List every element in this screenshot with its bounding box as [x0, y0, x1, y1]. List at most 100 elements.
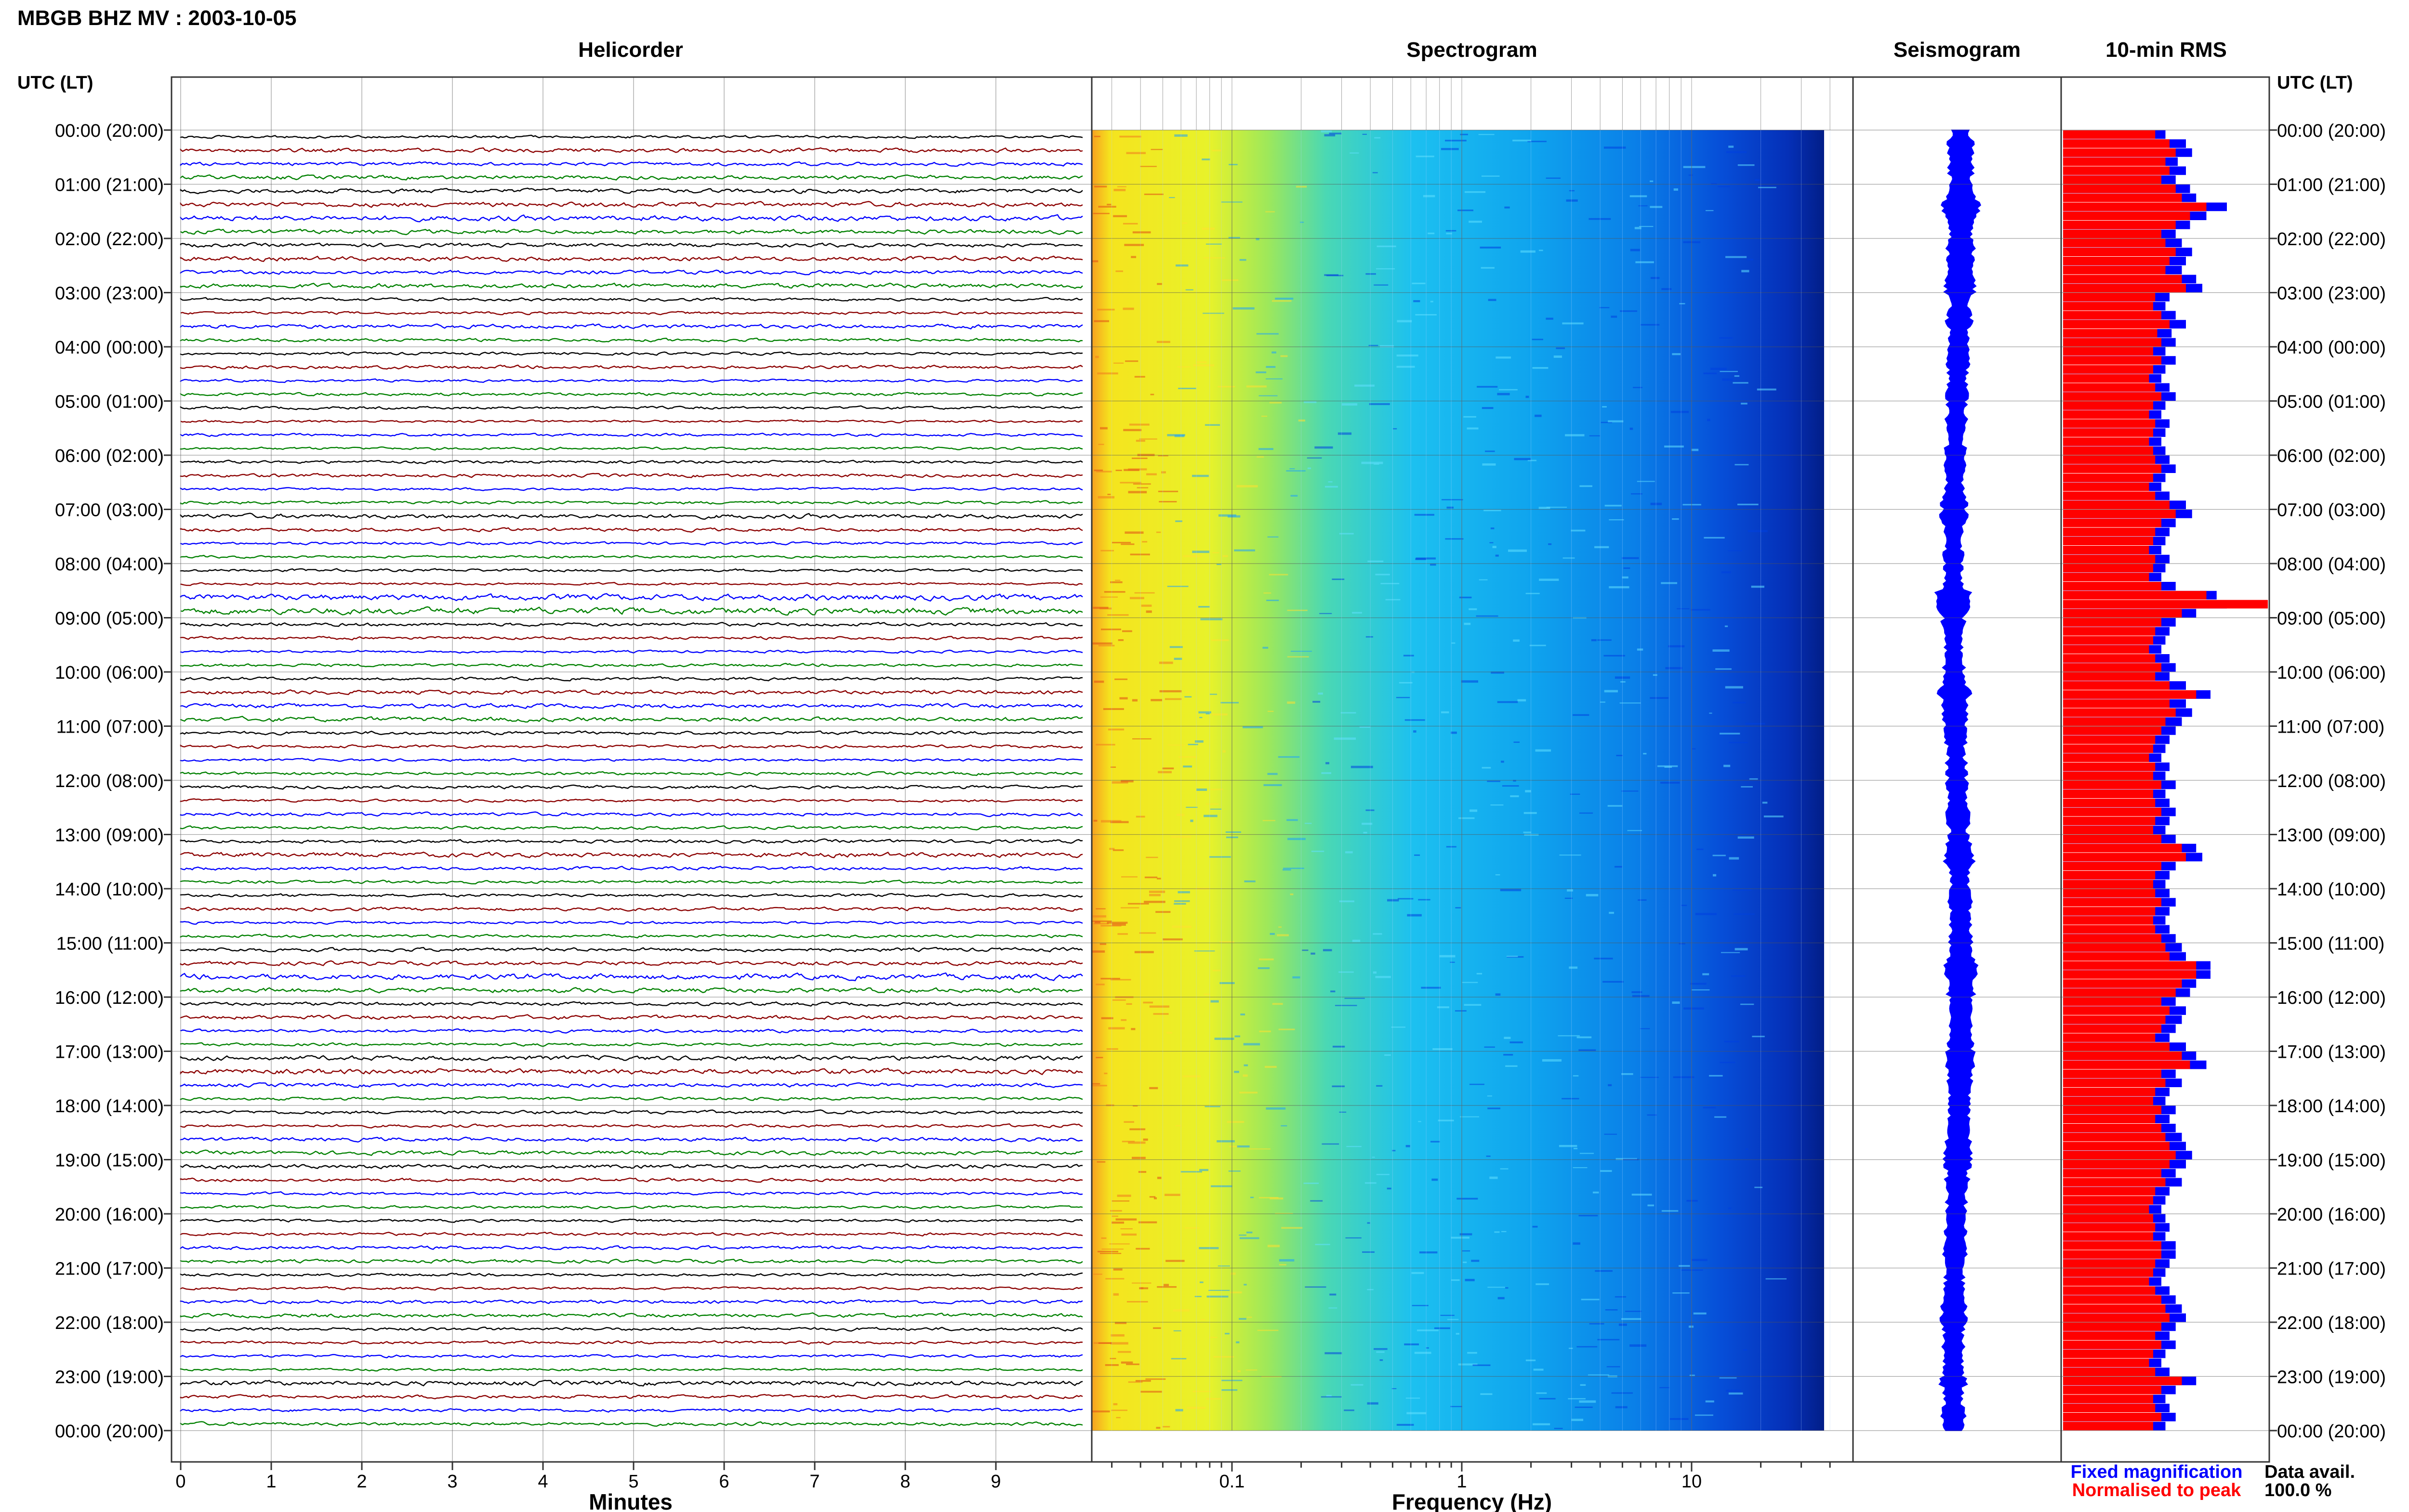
rms-bar-normalised	[2063, 284, 2186, 292]
spectrogram-streak	[1282, 869, 1291, 871]
spectrogram-streak	[1722, 378, 1734, 381]
rms-bar-normalised	[2063, 157, 2166, 166]
helicorder-trace	[180, 513, 1083, 520]
spectrogram-streak	[1413, 730, 1416, 733]
helicorder-trace	[180, 1205, 1083, 1210]
spectrogram-streak	[1208, 1289, 1230, 1291]
spectrogram-streak	[1672, 1292, 1690, 1294]
spectrogram-streak	[1641, 324, 1660, 326]
spectrogram-streak	[1553, 355, 1562, 358]
spectrogram-streak	[1691, 448, 1699, 451]
spectrogram-streak	[1554, 1428, 1563, 1429]
spectrogram-streak	[1374, 1348, 1388, 1350]
helicorder-trace	[180, 1082, 1083, 1088]
rms-bar-normalised	[2063, 780, 2161, 789]
spectrogram-streak	[1609, 586, 1629, 589]
spectrogram-streak	[1579, 812, 1593, 814]
spectrogram-streak	[1503, 1054, 1513, 1056]
minute-tick-label: 9	[991, 1472, 1001, 1492]
spectrogram-streak	[1171, 835, 1191, 838]
spectrogram-streak	[1158, 455, 1168, 457]
spectrogram-streak	[1281, 1125, 1287, 1127]
spectrogram-streak	[1513, 639, 1520, 642]
spectrogram-streak	[1350, 152, 1359, 154]
spectrogram-streak	[1228, 515, 1241, 518]
spectrogram-streak	[1246, 385, 1267, 388]
spectrogram-streak	[1164, 1284, 1169, 1287]
rms-bar-normalised	[2063, 518, 2161, 527]
spectrogram-streak	[1668, 645, 1685, 647]
spectrogram-streak	[1359, 726, 1371, 728]
rms-bar-normalised	[2063, 410, 2149, 419]
spectrogram-streak	[1120, 1228, 1133, 1230]
spectrogram-streak	[1204, 1106, 1220, 1107]
spectrogram-streak	[1631, 493, 1642, 495]
spectrogram-streak	[1093, 212, 1110, 214]
rms-frame	[2060, 76, 2270, 1463]
spectrogram-streak	[1095, 355, 1099, 358]
spectrogram-streak	[1311, 851, 1324, 852]
spectrogram-streak	[1363, 831, 1367, 834]
spectrogram-streak	[1721, 571, 1731, 574]
spectrogram-streak	[1201, 1319, 1205, 1321]
helicorder-trace	[180, 392, 1083, 396]
helicorder-trace	[180, 1054, 1083, 1062]
spectrogram-streak	[1134, 376, 1145, 378]
spectrogram-streak	[1119, 697, 1128, 700]
spectrogram-streak	[1278, 926, 1282, 928]
spectrogram-streak	[1690, 983, 1707, 985]
spectrogram-streak	[1634, 227, 1641, 229]
spectrogram-streak	[1575, 1407, 1593, 1408]
spectrogram-streak	[1178, 387, 1196, 389]
spectrogram-streak	[1532, 1225, 1538, 1228]
spectrogram-streak	[1310, 1200, 1323, 1202]
spectrogram-streak	[1140, 1391, 1162, 1393]
rms-bar-normalised	[2063, 1223, 2156, 1232]
spectrogram-streak	[1204, 424, 1220, 426]
freq-tick-label: 10	[1681, 1472, 1702, 1492]
rms-bar-normalised	[2063, 446, 2153, 455]
spectrogram-streak	[1418, 1121, 1421, 1122]
spectrogram-streak	[1332, 579, 1345, 580]
helicorder-trace	[180, 378, 1083, 383]
spectrogram-streak	[1110, 1342, 1128, 1345]
spectrogram-streak	[1450, 961, 1455, 963]
spectrogram-streak	[1239, 259, 1246, 261]
spectrogram-streak	[1467, 1352, 1477, 1354]
spectrogram-streak	[1506, 956, 1518, 957]
spectrogram-streak	[1456, 1333, 1459, 1335]
spectrogram-streak	[1391, 1026, 1406, 1028]
spectrogram-streak	[1166, 1032, 1173, 1034]
spectrogram-streak	[1324, 134, 1336, 137]
spectrogram-streak	[1384, 1054, 1391, 1056]
rms-bar-normalised	[2063, 997, 2161, 1006]
helicorder-trace	[180, 798, 1083, 803]
spectrogram-streak	[1573, 714, 1589, 716]
spectrogram-streak	[1691, 989, 1710, 991]
spectrogram-streak	[1278, 1028, 1295, 1030]
spectrogram-streak	[1734, 375, 1740, 377]
spectrogram-streak	[1396, 355, 1418, 357]
rms-bar-normalised	[2063, 1069, 2161, 1078]
spectrogram-streak	[1414, 513, 1435, 516]
rms-bar-normalised	[2063, 1151, 2176, 1159]
rms-bar-normalised	[2063, 916, 2153, 925]
spectrogram-streak	[1627, 830, 1642, 831]
rms-bar-normalised	[2063, 645, 2149, 654]
spectrogram-streak	[1096, 744, 1115, 746]
spectrogram-streak	[1765, 1278, 1787, 1280]
helicorder-trace	[180, 1191, 1083, 1196]
spectrogram-streak	[1190, 819, 1193, 822]
rms-bar-normalised	[2063, 1295, 2161, 1304]
spectrogram-streak	[1692, 748, 1696, 749]
spectrogram-streak	[1620, 681, 1626, 683]
spectrogram-streak	[1121, 543, 1135, 545]
spectrogram-streak	[1741, 270, 1749, 273]
rms-bar-normalised	[2063, 1358, 2149, 1367]
spectrogram-streak	[1495, 993, 1501, 996]
spectrogram-streak	[1638, 205, 1648, 207]
spectrogram-streak	[1630, 249, 1640, 251]
spectrogram-streak	[1149, 1087, 1158, 1090]
spectrogram-streak	[1165, 698, 1182, 700]
spectrogram-streak	[1113, 189, 1126, 191]
